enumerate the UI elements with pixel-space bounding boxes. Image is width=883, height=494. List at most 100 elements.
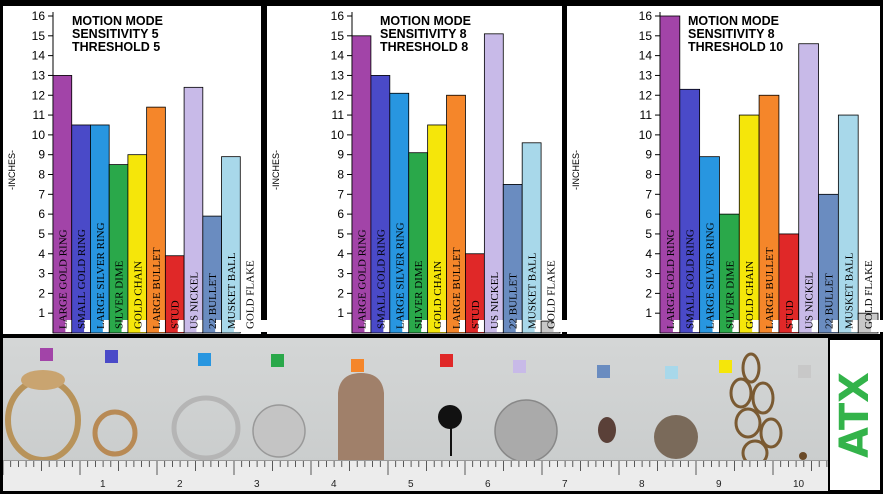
ruler-label: 3 (254, 479, 260, 490)
y-tick-label: 6 (38, 207, 45, 221)
silver-dime-image (252, 404, 306, 458)
bar-label: MUSKET BALL (226, 252, 238, 329)
bar-label: LARGE GOLD RING (356, 229, 368, 329)
ruler-label: 2 (177, 479, 183, 490)
ruler-label: 5 (408, 479, 414, 490)
color-swatch (665, 366, 678, 379)
bar-label: LARGE BULLET (451, 247, 463, 329)
y-tick-label: 16 (32, 9, 46, 23)
y-tick-label: 9 (645, 148, 652, 162)
y-tick-label: 4 (38, 247, 45, 261)
y-tick-label: 11 (332, 108, 345, 122)
y-tick-label: 10 (331, 128, 345, 142)
y-tick-label: 11 (33, 108, 46, 122)
bar-label: MUSKET BALL (527, 252, 539, 329)
bar-label: 22 BULLET (508, 273, 520, 329)
y-tick-label: 15 (32, 29, 46, 43)
y-tick-label: 9 (38, 148, 45, 162)
chart-annotation: THRESHOLD 8 (380, 40, 468, 54)
y-tick-label: 3 (645, 267, 652, 281)
chart-annotation: THRESHOLD 5 (72, 40, 160, 54)
y-tick-label: 9 (337, 148, 344, 162)
y-tick-label: 14 (32, 49, 46, 63)
y-tick-label: 2 (337, 286, 344, 300)
ruler-label: 6 (485, 479, 491, 490)
bar-label: LARGE SILVER RING (95, 222, 107, 329)
ruler-label: 10 (793, 479, 805, 490)
color-swatch (440, 354, 453, 367)
bar (146, 106, 166, 334)
y-tick-label: 13 (639, 68, 653, 82)
bar-label: SILVER DIME (114, 260, 126, 329)
bar-label-background (871, 320, 883, 332)
y-tick-label: 10 (639, 128, 653, 142)
us-nickel-image (494, 399, 558, 463)
gold-flake-image (799, 452, 807, 460)
y-tick-label: 11 (640, 108, 653, 122)
y-tick-label: 8 (337, 168, 344, 182)
y-tick-label: 16 (639, 9, 653, 23)
y-tick-label: 3 (337, 267, 344, 281)
ruler-label: 4 (331, 479, 337, 490)
bar (758, 94, 780, 334)
y-tick-label: 5 (645, 227, 652, 241)
bar-label: GOLD CHAIN (432, 261, 444, 329)
y-tick-label: 13 (32, 68, 46, 82)
y-tick-label: 12 (331, 88, 345, 102)
chart-annotation: SENSITIVITY 8 (688, 27, 775, 41)
y-tick-label: 12 (32, 88, 46, 102)
y-tick-label: 8 (38, 168, 45, 182)
bar-label: GOLD FLAKE (863, 260, 875, 329)
small-gold-ring-image (92, 409, 138, 457)
ruler-label: 7 (562, 479, 568, 490)
bar-label: SILVER DIME (724, 260, 736, 329)
bar (446, 94, 466, 334)
ruler-label: 8 (639, 479, 645, 490)
bar-label: STUD (470, 300, 482, 329)
color-swatch (40, 348, 53, 361)
bar-label: GOLD FLAKE (245, 260, 257, 329)
y-tick-label: 2 (645, 286, 652, 300)
stud-image (438, 405, 462, 429)
bar-label: STUD (170, 300, 182, 329)
chart-annotation: SENSITIVITY 5 (72, 27, 159, 41)
y-tick-label: 15 (639, 29, 653, 43)
ruler-label: 9 (716, 479, 722, 490)
bar (798, 43, 819, 334)
bar-label: SILVER DIME (413, 260, 425, 329)
y-tick-label: 4 (645, 247, 652, 261)
y-tick-label: 12 (639, 88, 653, 102)
bar (221, 156, 241, 334)
y-tick-label: 14 (331, 49, 345, 63)
y-axis-label: -INCHES- (7, 150, 17, 190)
color-swatch (513, 360, 526, 373)
y-tick-label: 7 (645, 187, 652, 201)
target-objects (5, 352, 807, 467)
color-swatch (271, 354, 284, 367)
y-tick-label: 3 (38, 267, 45, 281)
y-tick-label: 1 (645, 306, 652, 320)
musket-ball-image (654, 415, 698, 459)
bar-label: GOLD CHAIN (744, 261, 756, 329)
y-tick-label: 2 (38, 286, 45, 300)
chart-annotation: MOTION MODE (688, 14, 779, 28)
y-tick-label: 8 (645, 168, 652, 182)
bar-label: 22 BULLET (207, 273, 219, 329)
bar-label: LARGE BULLET (151, 247, 163, 329)
atx-logo: ATX (832, 372, 878, 458)
bar-label: SMALL GOLD RING (685, 229, 697, 329)
color-swatch (597, 365, 610, 378)
bar-label: 22 BULLET (823, 273, 835, 329)
y-tick-label: 7 (337, 187, 344, 201)
large-bullet-image (338, 373, 384, 463)
y-tick-label: 6 (645, 207, 652, 221)
bar-label: US NICKEL (489, 272, 501, 329)
bar (183, 86, 204, 334)
gold-chain-image (729, 352, 783, 467)
bar-label: LARGE GOLD RING (665, 229, 677, 329)
bar (837, 114, 859, 334)
large-gold-ring-image (5, 377, 81, 463)
color-swatch (105, 350, 118, 363)
